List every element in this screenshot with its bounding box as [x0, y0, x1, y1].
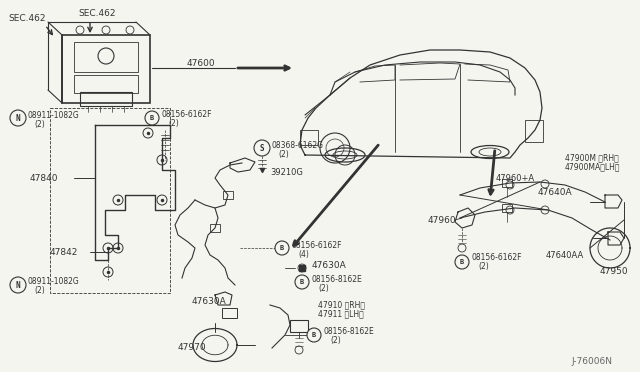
Text: (2): (2): [168, 119, 179, 128]
Text: 08156-8162E: 08156-8162E: [312, 275, 363, 283]
Circle shape: [145, 111, 159, 125]
Bar: [290, 320, 308, 332]
Bar: [502, 204, 512, 212]
Bar: [525, 120, 543, 142]
Text: N: N: [16, 113, 20, 122]
Bar: [223, 191, 233, 199]
Text: SEC.462: SEC.462: [78, 9, 115, 17]
Text: 47960+A: 47960+A: [496, 173, 535, 183]
Text: 47630A: 47630A: [192, 298, 227, 307]
Text: 47911 〈LH〉: 47911 〈LH〉: [318, 310, 364, 318]
Text: J-76006N: J-76006N: [571, 357, 612, 366]
Text: (2): (2): [330, 337, 340, 346]
Text: 08156-8162E: 08156-8162E: [324, 327, 375, 337]
Text: N: N: [16, 280, 20, 289]
Text: 47840: 47840: [30, 173, 58, 183]
Bar: [50, 108, 170, 293]
Bar: [62, 35, 150, 103]
Bar: [300, 130, 318, 145]
Text: B: B: [150, 115, 154, 121]
Text: 08156-6162F: 08156-6162F: [292, 241, 342, 250]
Text: 47900M 〈RH〉: 47900M 〈RH〉: [565, 154, 619, 163]
Text: 47960: 47960: [428, 215, 456, 224]
Text: 47970: 47970: [178, 343, 207, 353]
Text: S: S: [260, 144, 264, 153]
Bar: [74, 75, 138, 93]
Circle shape: [10, 110, 26, 126]
Text: 08156-6162F: 08156-6162F: [472, 253, 522, 263]
Text: 47842: 47842: [50, 247, 78, 257]
Text: B: B: [300, 279, 304, 285]
Text: (2): (2): [318, 283, 329, 292]
Bar: [502, 179, 512, 187]
Text: 47640A: 47640A: [538, 187, 573, 196]
Circle shape: [455, 255, 469, 269]
Text: 08368-6162G: 08368-6162G: [272, 141, 324, 150]
Text: 47600: 47600: [187, 58, 216, 67]
Text: 47950: 47950: [600, 267, 628, 276]
Bar: [74, 42, 138, 72]
Text: B: B: [312, 332, 316, 338]
Text: B: B: [460, 259, 464, 265]
Text: 47900MA〈LH〉: 47900MA〈LH〉: [565, 163, 621, 171]
Text: 47630A: 47630A: [312, 260, 347, 269]
Text: 08156-6162F: 08156-6162F: [162, 109, 212, 119]
Text: (2): (2): [278, 150, 289, 158]
Ellipse shape: [325, 148, 365, 162]
Circle shape: [10, 277, 26, 293]
Bar: [80, 92, 132, 106]
Text: (2): (2): [478, 263, 489, 272]
Circle shape: [254, 140, 270, 156]
Text: 47640AA: 47640AA: [546, 250, 584, 260]
Text: B: B: [280, 245, 284, 251]
Text: 08911-1082G: 08911-1082G: [28, 278, 80, 286]
Text: (4): (4): [298, 250, 309, 259]
Text: 08911-1082G: 08911-1082G: [28, 110, 80, 119]
Text: (2): (2): [34, 119, 45, 128]
Text: 47910 〈RH〉: 47910 〈RH〉: [318, 301, 365, 310]
Circle shape: [307, 328, 321, 342]
Ellipse shape: [471, 145, 509, 158]
Text: (2): (2): [34, 286, 45, 295]
Text: 39210G: 39210G: [270, 167, 303, 176]
Circle shape: [295, 275, 309, 289]
Circle shape: [275, 241, 289, 255]
Bar: [222, 308, 237, 318]
Text: SEC.462: SEC.462: [8, 13, 45, 22]
Bar: [210, 224, 220, 232]
